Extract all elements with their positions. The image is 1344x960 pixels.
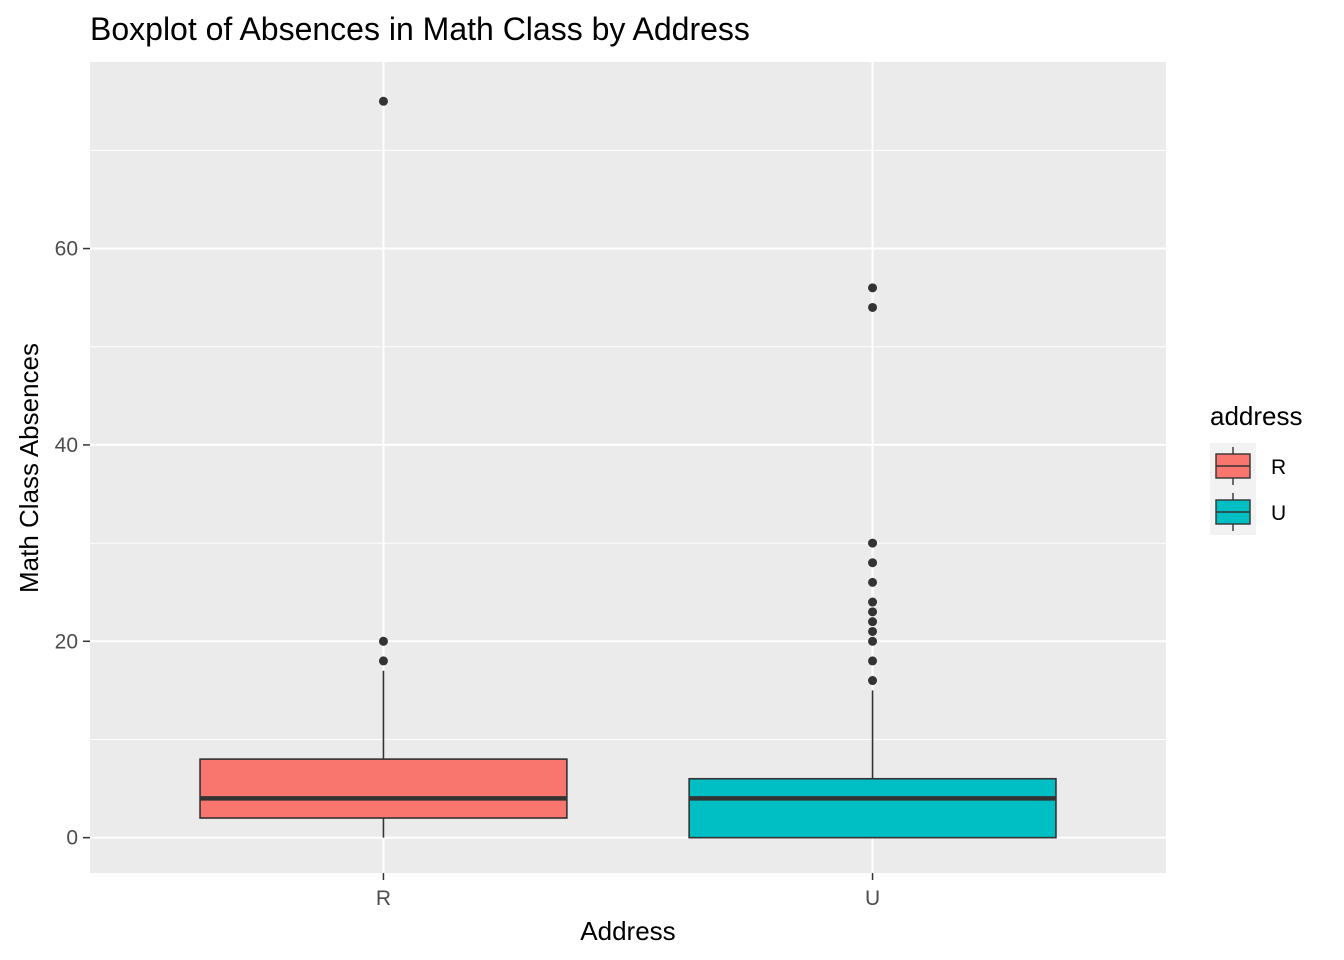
legend-label: U xyxy=(1271,502,1286,525)
x-tick-label: R xyxy=(376,887,391,910)
minor-gridlines xyxy=(90,149,1166,740)
plot-panel xyxy=(90,62,1166,873)
y-tick-label: 40 xyxy=(55,434,78,457)
outlier-point xyxy=(868,302,878,312)
outlier-point xyxy=(868,597,878,607)
outlier-point xyxy=(868,626,878,636)
outlier-point xyxy=(868,656,878,666)
outlier-point xyxy=(868,283,878,293)
chart-title: Boxplot of Absences in Math Class by Add… xyxy=(90,11,750,47)
outlier-point xyxy=(378,96,388,106)
y-axis-title: Math Class Absences xyxy=(14,343,44,593)
outlier-point xyxy=(868,577,878,587)
outlier-point xyxy=(378,656,388,666)
y-tick-label: 20 xyxy=(55,630,78,653)
outlier-point xyxy=(868,607,878,617)
outlier-point xyxy=(868,676,878,686)
legend-key-R xyxy=(1210,443,1256,489)
box-R xyxy=(199,96,568,838)
y-tick-label: 60 xyxy=(55,238,78,261)
legend-label: R xyxy=(1271,456,1286,479)
outlier-point xyxy=(378,636,388,646)
outlier-point xyxy=(868,558,878,568)
box-body xyxy=(199,758,568,819)
box-body xyxy=(688,777,1057,839)
legend-key-U xyxy=(1210,489,1256,535)
y-axis: 0 20 40 60 xyxy=(55,238,90,850)
legend-title: address xyxy=(1210,401,1303,431)
x-tick-label: U xyxy=(865,887,880,910)
legend: address RU xyxy=(1210,401,1303,535)
box-U xyxy=(688,283,1057,839)
outlier-point xyxy=(868,636,878,646)
boxes-layer xyxy=(199,96,1057,839)
x-axis-title: Address xyxy=(580,916,675,946)
outlier-point xyxy=(868,538,878,548)
outlier-point xyxy=(868,617,878,627)
y-tick-label: 0 xyxy=(66,827,78,850)
